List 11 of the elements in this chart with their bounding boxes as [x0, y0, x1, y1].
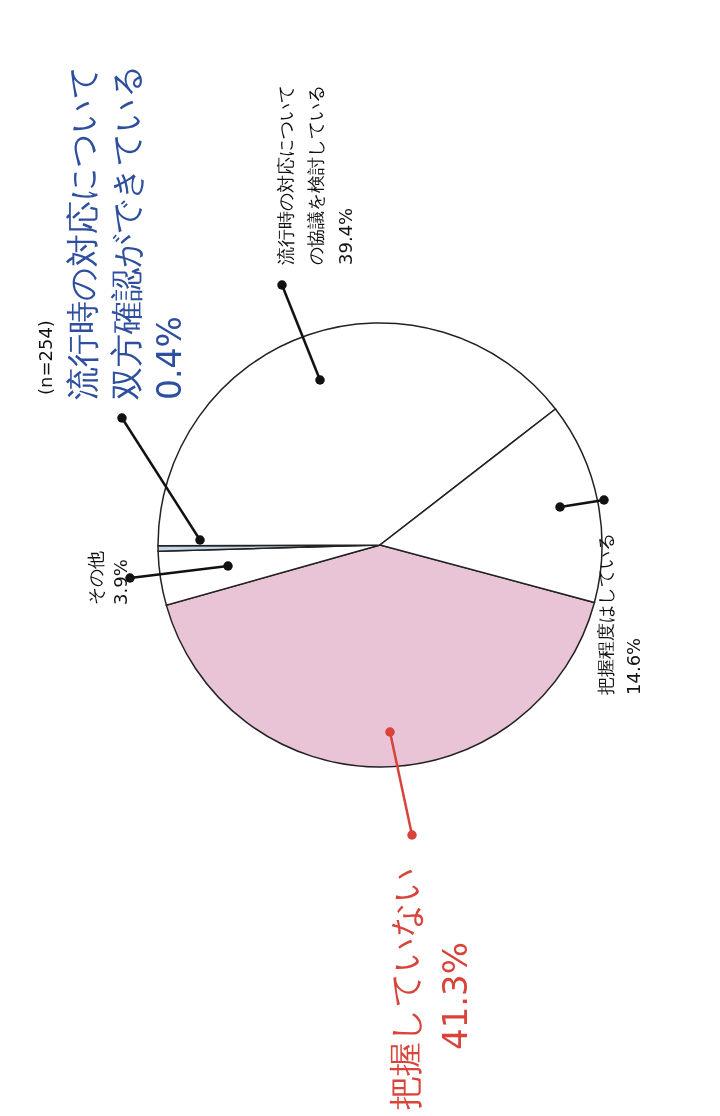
data-label: 14.6%	[623, 637, 644, 695]
slice-label: 把握していない	[385, 867, 425, 1110]
slice-label: 流行時の対応についての協議を検討している	[275, 85, 326, 265]
data-label: 3.9%	[110, 559, 131, 605]
data-label: 39.4%	[335, 207, 356, 265]
data-label: 0.4%	[150, 316, 189, 400]
slice-label: 把握程度はしている	[595, 533, 616, 695]
data-label: 41.3%	[435, 941, 475, 1050]
text: (n=254)	[35, 320, 56, 395]
slice-label: その他	[85, 551, 106, 605]
slice-label: 流行時の対応について双方確認ができている	[63, 64, 146, 400]
